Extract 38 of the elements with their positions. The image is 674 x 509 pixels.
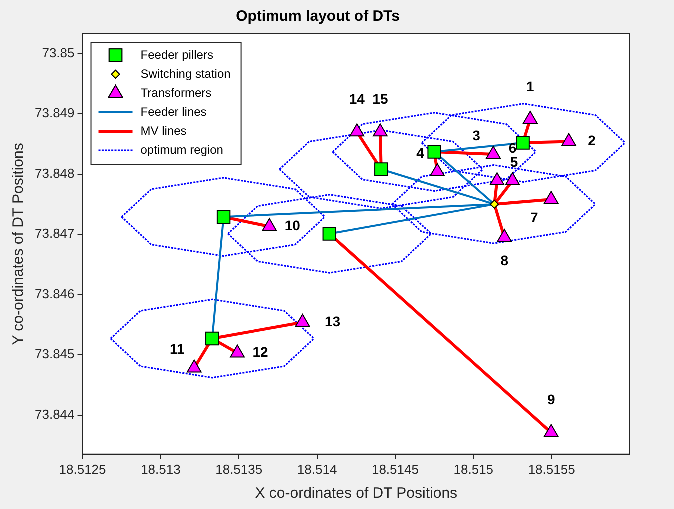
x-tick-label: 18.514 xyxy=(297,462,338,477)
annotation: 2 xyxy=(588,132,596,149)
y-tick-label: 73.844 xyxy=(34,406,75,422)
y-tick-label: 73.848 xyxy=(34,166,75,181)
annotation: 8 xyxy=(500,252,509,268)
x-tick-label: 18.5145 xyxy=(372,462,419,477)
annotation: 1 xyxy=(526,78,535,94)
legend-label: Switching station xyxy=(140,66,231,81)
x-tick-label: 18.515 xyxy=(454,462,494,477)
x-tick-label: 18.5135 xyxy=(216,462,263,477)
annotation: 13 xyxy=(324,313,341,330)
annotation: 4 xyxy=(416,144,425,161)
y-tick-label: 73.85 xyxy=(42,45,75,60)
annotation: 5 xyxy=(510,154,518,170)
annotation: 15 xyxy=(372,91,388,108)
legend-label: Feeder lines xyxy=(140,104,207,119)
annotation: 14 xyxy=(349,91,366,108)
y-axis-title: Y co-ordinates of DT Positions xyxy=(10,143,28,346)
annotation: 9 xyxy=(547,392,556,408)
annotation: 6 xyxy=(508,140,517,156)
annotation: 11 xyxy=(170,341,186,358)
x-axis-title: X co-ordinates of DT Positions xyxy=(255,485,458,502)
legend-label: optimum region xyxy=(140,142,224,157)
chart-title: Optimum layout of DTs xyxy=(236,8,400,26)
y-tick-label: 73.849 xyxy=(34,106,75,121)
x-tick-label: 18.5125 xyxy=(59,462,106,477)
annotation: 10 xyxy=(284,218,301,234)
y-tick-label: 73.845 xyxy=(34,346,75,362)
annotation: 12 xyxy=(252,344,269,360)
annotation: 7 xyxy=(530,209,538,226)
x-tick-label: 18.5155 xyxy=(528,462,576,477)
y-tick-label: 73.846 xyxy=(34,286,75,302)
x-tick-label: 18.513 xyxy=(141,462,181,477)
y-tick-label: 73.847 xyxy=(34,226,75,242)
legend-label: Feeder pillers xyxy=(140,48,214,62)
legend-label: Transformers xyxy=(140,86,212,100)
legend-label: MV lines xyxy=(140,124,187,138)
annotation: 3 xyxy=(472,127,481,144)
